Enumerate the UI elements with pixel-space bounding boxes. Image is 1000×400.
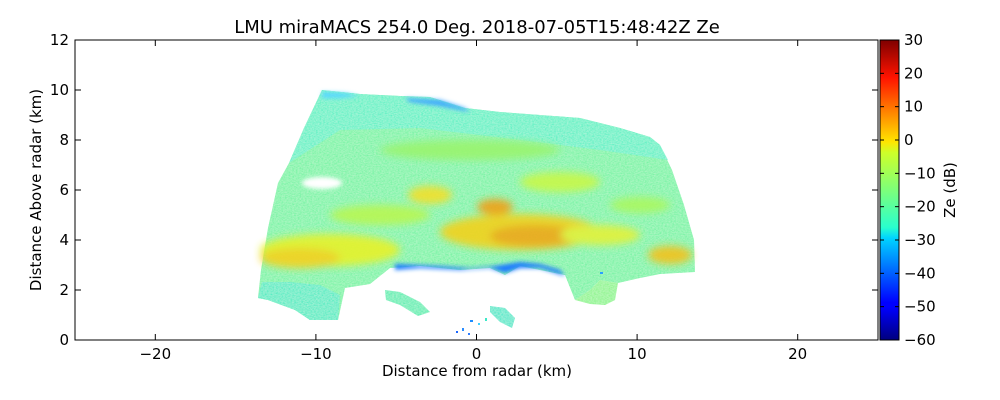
colorbar-tick-label: −40 — [904, 264, 936, 282]
echo-left-low — [258, 282, 340, 320]
y-tick-label: 2 — [59, 281, 69, 299]
echo-upper-cyan — [289, 90, 668, 163]
y-axis-label: Distance Above radar (km) — [27, 89, 45, 291]
x-tick-label: −10 — [300, 345, 332, 363]
colorbar: 30 20 10 0 −10 −20 −30 −40 −50 −60 Ze (dB) — [879, 31, 959, 349]
y-tick-label: 0 — [59, 331, 69, 349]
colorbar-label: Ze (dB) — [941, 162, 959, 218]
colorbar-ticks: 30 20 10 0 −10 −20 −30 −40 −50 −60 — [880, 31, 936, 349]
x-tick-label: 10 — [628, 345, 647, 363]
x-axis-label: Distance from radar (km) — [382, 362, 572, 380]
y-tick-label: 10 — [50, 81, 69, 99]
echo-small-cell-2 — [490, 306, 515, 328]
echo-right-lobe — [575, 280, 618, 305]
y-tick-label: 8 — [59, 131, 69, 149]
plot-area: −20 −10 0 10 20 0 2 4 6 8 10 12 — [50, 31, 879, 363]
ground-clutter — [456, 272, 603, 335]
x-tick-label: −20 — [139, 345, 171, 363]
y-axis: 0 2 4 6 8 10 12 — [50, 31, 878, 349]
colorbar-tick-label: −60 — [904, 331, 936, 349]
y-tick-label: 4 — [59, 231, 69, 249]
x-tick-label: 20 — [788, 345, 807, 363]
colorbar-tick-label: 10 — [904, 98, 923, 116]
colorbar-tick-label: 0 — [904, 131, 914, 149]
colorbar-tick-label: 20 — [904, 64, 923, 82]
chart-title: LMU miraMACS 254.0 Deg. 2018-07-05T15:48… — [234, 17, 720, 38]
colorbar-tick-label: −30 — [904, 231, 936, 249]
colorbar-tick-label: 30 — [904, 31, 923, 49]
y-tick-label: 6 — [59, 181, 69, 199]
colorbar-gradient — [879, 39, 900, 341]
y-tick-label: 12 — [50, 31, 69, 49]
colorbar-tick-label: −10 — [904, 164, 936, 182]
x-axis: −20 −10 0 10 20 — [139, 40, 807, 363]
colorbar-tick-label: −20 — [904, 198, 936, 216]
x-tick-label: 0 — [472, 345, 482, 363]
colorbar-tick-label: −50 — [904, 298, 936, 316]
radar-echo-field — [258, 90, 695, 335]
cloud-base-edge — [395, 262, 565, 276]
echo-small-cell-1 — [385, 290, 430, 316]
